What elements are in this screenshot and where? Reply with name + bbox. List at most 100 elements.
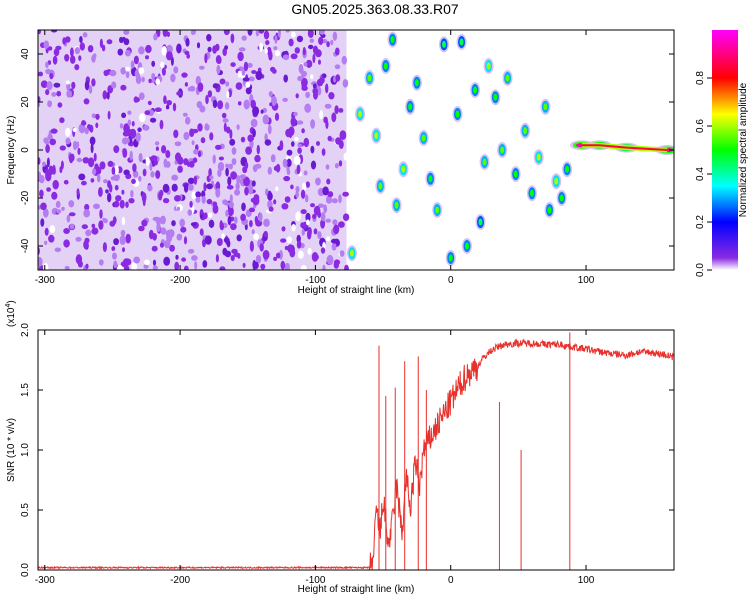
feature-core — [421, 134, 426, 142]
noise-speck — [173, 66, 179, 74]
noise-speck — [161, 46, 167, 56]
noise-speck — [268, 206, 274, 212]
noise-speck — [263, 30, 270, 40]
noise-speck — [331, 238, 338, 244]
noise-speck — [55, 45, 62, 51]
feature-core — [482, 158, 487, 166]
y-tick-label: 0.0 — [20, 563, 31, 577]
noise-speck — [196, 101, 203, 109]
noise-speck — [163, 95, 167, 105]
noise-speck — [228, 163, 234, 170]
noise-speck — [69, 223, 75, 230]
noise-speck — [38, 96, 41, 103]
noise-speck — [295, 186, 300, 193]
feature-core — [401, 165, 406, 173]
noise-speck — [268, 50, 273, 61]
noise-speck — [260, 263, 266, 270]
noise-speck — [81, 180, 87, 186]
noise-speck — [339, 130, 347, 141]
noise-speck — [327, 135, 332, 142]
noise-speck — [280, 238, 287, 243]
noise-speck — [296, 164, 301, 175]
noise-speck — [237, 101, 242, 106]
noise-speck — [310, 145, 315, 154]
noise-speck — [125, 71, 130, 79]
noise-speck — [107, 110, 111, 120]
noise-speck — [72, 127, 77, 133]
noise-speck — [292, 121, 297, 126]
colorbar-ticks: 0.0 0.2 0.4 0.6 0.8 — [695, 71, 712, 277]
noise-speck — [187, 87, 192, 92]
noise-speck — [317, 210, 322, 218]
noise-speck — [334, 105, 339, 115]
noise-speck — [43, 263, 49, 270]
noise-speck — [203, 182, 207, 192]
noise-speck — [343, 152, 349, 161]
noise-speck — [184, 82, 188, 87]
noise-speck — [295, 191, 299, 199]
noise-speck — [62, 37, 67, 45]
noise-speck — [169, 244, 176, 252]
spectrogram-x-label: Height of straight line (km) — [298, 285, 415, 296]
feature-core — [408, 103, 413, 111]
noise-speck — [139, 113, 146, 123]
noise-speck — [123, 30, 130, 35]
noise-speck — [129, 128, 137, 139]
noise-speck — [252, 196, 260, 206]
noise-region — [38, 30, 350, 270]
noise-speck — [90, 143, 94, 154]
noise-speck — [242, 166, 248, 174]
noise-speck — [312, 213, 317, 220]
noise-speck — [222, 199, 228, 205]
noise-speck — [53, 82, 61, 88]
noise-speck — [176, 206, 180, 211]
noise-speck — [206, 34, 212, 42]
noise-speck — [249, 220, 253, 228]
noise-speck — [255, 254, 262, 264]
noise-speck — [81, 224, 89, 230]
noise-speck — [209, 175, 214, 180]
noise-speck — [101, 44, 106, 52]
noise-speck — [236, 124, 240, 130]
noise-speck — [226, 185, 234, 190]
noise-speck — [78, 123, 86, 134]
noise-speck — [243, 99, 250, 110]
noise-speck — [194, 261, 198, 270]
noise-speck — [175, 152, 182, 162]
spectrogram-y-ticks: -40 -20 0 20 40 — [20, 48, 674, 253]
snr-frame — [37, 329, 675, 571]
noise-speck — [273, 256, 277, 261]
noise-speck — [122, 36, 126, 42]
noise-speck — [42, 208, 49, 218]
noise-speck — [42, 161, 46, 167]
noise-speck — [46, 187, 51, 192]
noise-speck — [284, 196, 291, 203]
noise-speck — [111, 246, 116, 252]
noise-speck — [305, 181, 310, 188]
noise-speck — [281, 226, 286, 232]
noise-speck — [145, 44, 152, 54]
noise-speck — [305, 91, 310, 99]
noise-speck — [49, 72, 54, 80]
noise-speck — [121, 112, 127, 119]
noise-speck — [212, 204, 219, 214]
noise-speck — [168, 229, 175, 238]
noise-speck — [326, 254, 334, 265]
feature-core — [374, 132, 379, 140]
noise-speck — [227, 206, 234, 217]
noise-speck — [74, 47, 81, 55]
noise-speck — [165, 104, 170, 110]
noise-speck — [96, 173, 101, 183]
noise-speck — [309, 38, 314, 43]
noise-speck — [155, 170, 161, 179]
feature-core — [547, 206, 552, 214]
feature-core — [505, 74, 510, 82]
noise-speck — [51, 191, 58, 200]
noise-speck — [125, 174, 129, 179]
noise-speck — [317, 203, 325, 208]
noise-speck — [88, 85, 93, 94]
noise-speck — [159, 242, 164, 248]
noise-speck — [224, 45, 229, 50]
noise-speck — [295, 211, 301, 222]
noise-speck — [239, 174, 246, 179]
